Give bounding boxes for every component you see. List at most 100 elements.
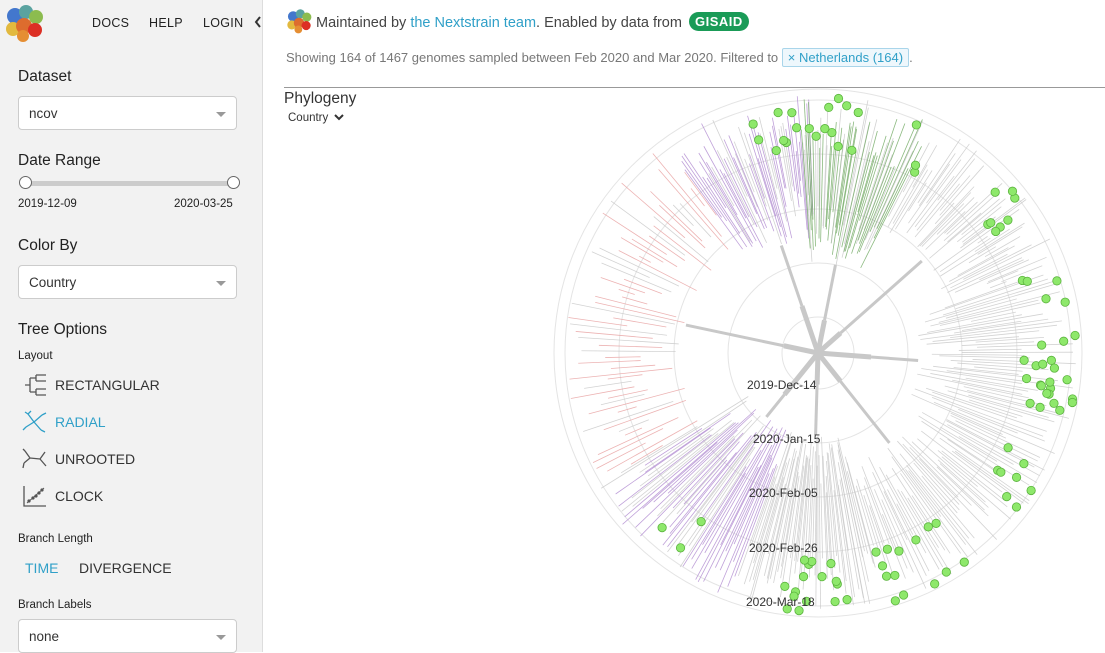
netherlands-tip[interactable] [932, 519, 940, 527]
tip-branch[interactable] [618, 407, 637, 413]
tip-branch[interactable] [947, 419, 1045, 470]
netherlands-tip[interactable] [1071, 331, 1079, 339]
netherlands-tip[interactable] [818, 572, 826, 580]
tip-branch[interactable] [898, 489, 943, 566]
netherlands-tip[interactable] [882, 572, 890, 580]
netherlands-tip[interactable] [1037, 382, 1045, 390]
radial-phylogeny-tree[interactable]: 2019-Dec-14 2020-Jan-15 2020-Feb-05 2020… [264, 0, 1105, 652]
netherlands-tip[interactable] [930, 580, 938, 588]
tip-branch[interactable] [611, 365, 655, 368]
netherlands-tip[interactable] [1068, 398, 1076, 406]
netherlands-tip[interactable] [1063, 376, 1071, 384]
tip-branch[interactable] [570, 324, 667, 335]
netherlands-tip[interactable] [843, 595, 851, 603]
netherlands-tip[interactable] [872, 548, 880, 556]
dataset-select[interactable]: ncov [18, 96, 237, 130]
netherlands-tip[interactable] [825, 103, 833, 111]
netherlands-tip[interactable] [854, 108, 862, 116]
netherlands-tip[interactable] [1012, 503, 1020, 511]
netherlands-tip[interactable] [1042, 295, 1050, 303]
netherlands-tip[interactable] [1056, 406, 1064, 414]
netherlands-tip[interactable] [992, 227, 1000, 235]
netherlands-tip[interactable] [697, 517, 705, 525]
tip-branch[interactable] [654, 226, 711, 271]
tip-branch[interactable] [950, 239, 1050, 288]
netherlands-tip[interactable] [676, 544, 684, 552]
tip-branch[interactable] [821, 483, 823, 558]
tip-branch[interactable] [864, 478, 889, 545]
tip-branch[interactable] [572, 303, 675, 324]
netherlands-tip[interactable] [912, 536, 920, 544]
date-range-start-handle[interactable] [19, 176, 32, 189]
tip-branch[interactable] [978, 236, 988, 243]
netherlands-tip[interactable] [788, 108, 796, 116]
tip-branch[interactable] [595, 296, 676, 317]
netherlands-tip[interactable] [891, 597, 899, 605]
tip-branch[interactable] [624, 279, 662, 293]
netherlands-tip[interactable] [1004, 444, 1012, 452]
netherlands-tip[interactable] [831, 597, 839, 605]
tip-branch[interactable] [717, 150, 754, 224]
tip-branch[interactable] [625, 428, 642, 435]
netherlands-tip[interactable] [658, 523, 666, 531]
netherlands-tip[interactable] [812, 132, 820, 140]
netherlands-tip[interactable] [834, 142, 842, 150]
tip-branch[interactable] [703, 177, 740, 234]
tip-branch[interactable] [813, 132, 816, 246]
tip-branch[interactable] [959, 349, 1022, 350]
tip-branch[interactable] [619, 250, 697, 290]
netherlands-tip[interactable] [1047, 356, 1055, 364]
tip-branch[interactable] [925, 283, 1058, 322]
netherlands-tip[interactable] [799, 572, 807, 580]
tip-branch[interactable] [724, 139, 757, 213]
tip-branch[interactable] [940, 176, 970, 211]
netherlands-tip[interactable] [827, 559, 835, 567]
date-range-track[interactable] [24, 181, 232, 186]
tip-branch[interactable] [680, 203, 711, 237]
tip-branch[interactable] [910, 447, 958, 497]
chevron-left-icon[interactable] [254, 15, 262, 29]
tip-branch[interactable] [815, 139, 816, 233]
tip-branch[interactable] [578, 337, 679, 344]
netherlands-tip[interactable] [883, 545, 891, 553]
netherlands-tip[interactable] [834, 94, 842, 102]
tip-branch[interactable] [939, 292, 1060, 323]
netherlands-tip[interactable] [800, 556, 808, 564]
netherlands-tip[interactable] [1027, 486, 1035, 494]
netherlands-tip[interactable] [832, 577, 840, 585]
tip-branch[interactable] [954, 368, 1019, 375]
netherlands-tip[interactable] [772, 146, 780, 154]
branch-labels-select[interactable]: none [18, 619, 237, 653]
tip-branch[interactable] [969, 247, 996, 263]
branch-length-divergence[interactable]: DIVERGENCE [79, 560, 172, 576]
netherlands-tip[interactable] [1046, 378, 1054, 386]
tip-branch[interactable] [571, 387, 635, 399]
tip-branch[interactable] [886, 475, 939, 570]
tip-branch[interactable] [599, 345, 662, 347]
tip-branch[interactable] [608, 390, 648, 399]
netherlands-tip[interactable] [774, 108, 782, 116]
netherlands-tip[interactable] [754, 136, 762, 144]
tip-branch[interactable] [595, 302, 684, 322]
netherlands-tip[interactable] [1053, 277, 1061, 285]
netherlands-tip[interactable] [912, 121, 920, 129]
netherlands-tip[interactable] [942, 568, 950, 576]
tip-branch[interactable] [619, 289, 635, 294]
docs-link[interactable]: DOCS [92, 16, 129, 30]
netherlands-tip[interactable] [1012, 473, 1020, 481]
date-range-end-handle[interactable] [227, 176, 240, 189]
netherlands-tip[interactable] [1059, 337, 1067, 345]
netherlands-tip[interactable] [987, 219, 995, 227]
tip-branch[interactable] [939, 356, 1029, 358]
tip-branch[interactable] [619, 435, 712, 506]
tip-branch[interactable] [598, 417, 678, 454]
login-link[interactable]: LOGIN [203, 16, 243, 30]
netherlands-tip[interactable] [805, 124, 813, 132]
tip-branch[interactable] [622, 183, 685, 238]
tree-branches[interactable] [568, 96, 1075, 608]
tip-branch[interactable] [895, 171, 932, 230]
tip-branch[interactable] [608, 375, 643, 379]
nextstrain-logo[interactable] [4, 4, 44, 42]
netherlands-tip[interactable] [821, 124, 829, 132]
tip-branch[interactable] [632, 239, 677, 267]
